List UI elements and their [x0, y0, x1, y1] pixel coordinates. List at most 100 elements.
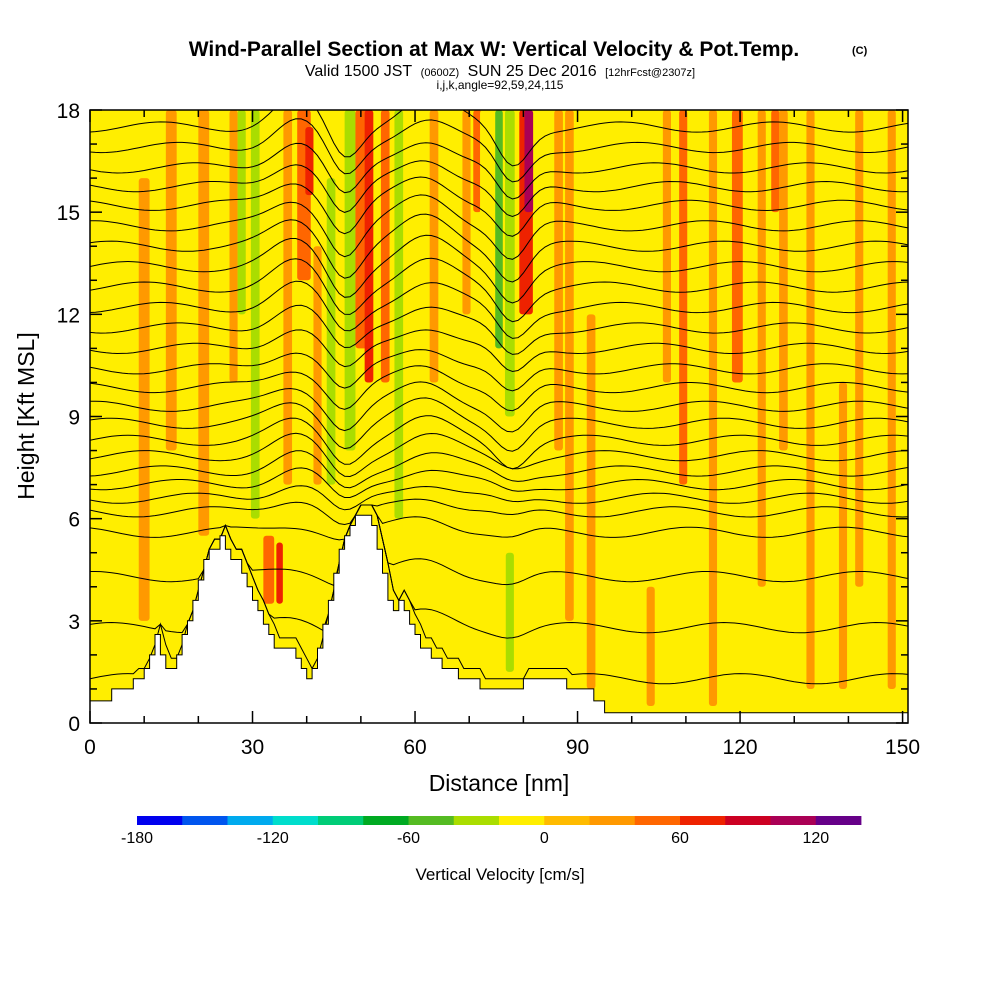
x-tick-label: 90: [566, 736, 589, 759]
colorbar-tick-label: 120: [802, 830, 829, 847]
velocity-band-31: [565, 110, 574, 621]
colorbar-segment: [453, 816, 500, 825]
isentrope-7: [90, 450, 908, 489]
velocity-band-19: [429, 110, 439, 383]
velocity-band-37: [679, 110, 688, 485]
isentrope-11: [90, 381, 908, 433]
velocity-band-51: [887, 110, 896, 689]
colorbar-segment: [363, 816, 409, 825]
terrain: [90, 514, 908, 723]
velocity-band-33: [630, 110, 639, 247]
colorbar: [137, 816, 862, 825]
isentrope-12: [90, 365, 908, 412]
velocity-band-38: [689, 110, 699, 519]
colorbar-segment: [680, 816, 726, 825]
colorbar-tick-label: -180: [121, 830, 153, 847]
velocity-band-36: [671, 178, 679, 383]
velocity-band-2: [198, 110, 210, 536]
velocity-band-45: [792, 110, 802, 315]
velocity-band-28: [524, 110, 534, 213]
y-tick-label: 3: [68, 611, 80, 634]
velocity-band-46: [806, 110, 815, 689]
velocity-band-50: [871, 110, 880, 519]
plot-area: [90, 110, 908, 723]
isentrope-23: [90, 142, 908, 200]
colorbar-segment: [318, 816, 364, 825]
isentrope-4: [90, 498, 908, 526]
x-axis: 0 30 60 90 120 150: [84, 110, 920, 759]
colorbar-tick-label: -60: [397, 830, 420, 847]
velocity-band-34: [646, 586, 655, 706]
colorbar-segment: [137, 816, 183, 825]
velocity-band-3: [229, 110, 238, 383]
colorbar-segment: [499, 816, 545, 825]
isentrope-13: [90, 349, 908, 392]
isentrope-17: [90, 257, 908, 323]
y-tick-label: 12: [57, 304, 80, 327]
y-tick-label: 15: [57, 202, 80, 225]
velocity-band-5: [250, 110, 260, 519]
colorbar-segment: [770, 816, 817, 825]
isentrope-19: [90, 213, 908, 283]
chart-subtitle: Valid 1500 JST (0600Z) SUN 25 Dec 2016 […: [305, 63, 695, 80]
velocity-band-39: [708, 110, 718, 706]
velocity-band-30: [554, 110, 563, 451]
colorbar-segment: [725, 816, 771, 825]
velocity-band-12: [326, 178, 336, 485]
velocity-band-48: [838, 382, 848, 689]
colorbar-tick-label: -120: [257, 830, 289, 847]
x-axis-label: Distance [nm]: [429, 770, 570, 796]
isentrope-25: [90, 110, 908, 167]
chart-title: Wind-Parallel Section at Max W: Vertical…: [189, 38, 800, 61]
velocity-band-41: [744, 110, 753, 315]
velocity-band-25: [504, 110, 515, 417]
velocity-band-44: [779, 110, 788, 451]
x-tick-label: 120: [723, 736, 758, 759]
y-tick-label: 6: [68, 509, 80, 532]
subtitle-valid: Valid 1500 JST: [305, 63, 413, 80]
x-tick-label: 30: [241, 736, 264, 759]
velocity-band-1: [165, 110, 177, 451]
potential-temperature-contours: [90, 110, 908, 685]
velocity-band-7: [276, 542, 283, 604]
isentrope-20: [90, 194, 908, 260]
colorbar-label: Vertical Velocity [cm/s]: [415, 865, 584, 884]
y-axis-label: Height [Kft MSL]: [13, 332, 39, 499]
x-tick-label: 0: [84, 736, 96, 759]
isentrope-18: [90, 234, 908, 304]
colorbar-segment: [272, 816, 319, 825]
velocity-band-29: [540, 110, 550, 315]
isentrope-2: [90, 504, 908, 587]
colorbar-segment: [182, 816, 228, 825]
colorbar-tick-label: 0: [540, 830, 549, 847]
velocity-band-16: [380, 110, 390, 383]
section-info: i,j,k,angle=92,59,24,115: [437, 78, 564, 92]
subtitle-date: SUN 25 Dec 2016: [468, 63, 597, 80]
velocity-band-8: [283, 110, 293, 485]
colorbar-segment: [544, 816, 590, 825]
terrain-profile: [90, 514, 908, 723]
isentrope-14: [90, 329, 908, 373]
velocity-band-13: [344, 110, 356, 451]
isentrope-24: [90, 118, 908, 183]
x-tick-label: 60: [403, 736, 426, 759]
y-tick-label: 9: [68, 407, 80, 430]
x-tick-label: 150: [885, 736, 920, 759]
y-axis: 0 3 6 9 12 15 18: [57, 100, 908, 736]
velocity-band-10: [305, 127, 314, 196]
velocity-band-23: [480, 110, 491, 451]
isentrope-16: [90, 280, 908, 339]
velocity-band-4: [237, 110, 246, 315]
isentrope-15: [90, 304, 908, 355]
isentrope-10: [90, 397, 908, 452]
velocity-band-17: [394, 110, 404, 519]
velocity-band-21: [462, 110, 471, 315]
velocity-band-26: [505, 552, 514, 672]
colorbar-segment: [227, 816, 274, 825]
colorbar-tick-label: 60: [671, 830, 689, 847]
velocity-band-0: [138, 178, 150, 621]
isentrope-22: [90, 160, 908, 218]
chart-title-mark: (C): [852, 45, 868, 57]
colorbar-segment: [634, 816, 681, 825]
